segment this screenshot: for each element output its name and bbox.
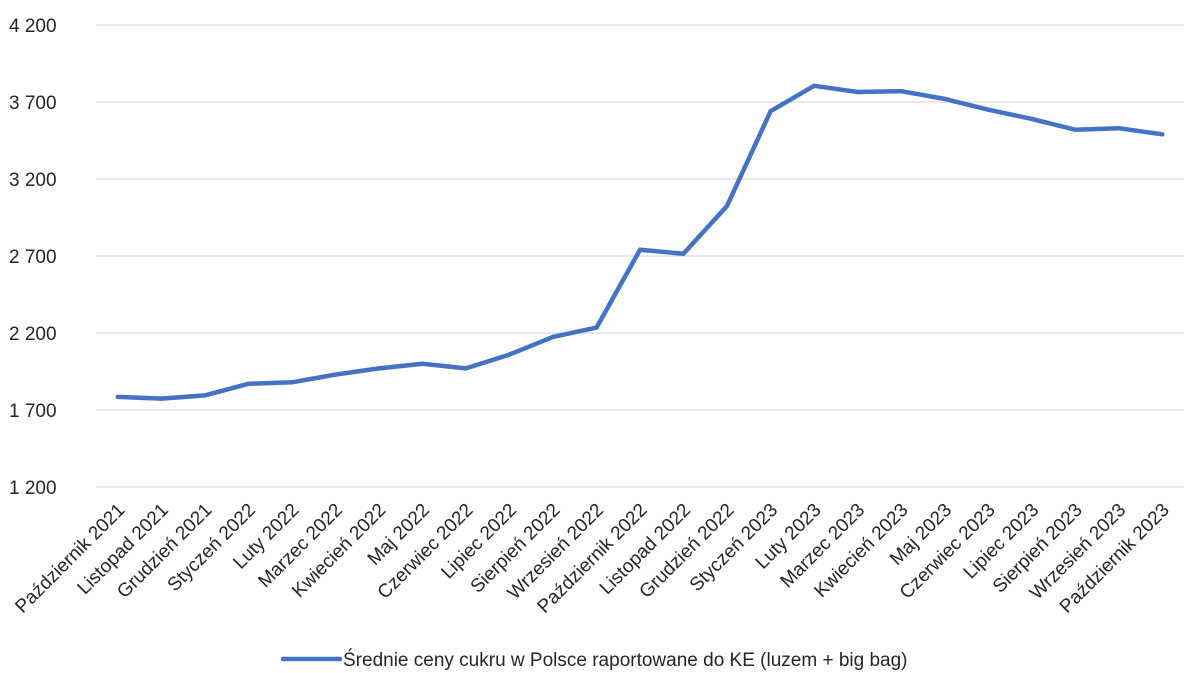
data-point: [420, 361, 425, 366]
data-point: [681, 251, 686, 256]
data-point: [1116, 125, 1121, 131]
series-line: [115, 83, 1165, 401]
data-point: [811, 83, 817, 89]
gridlines: [96, 24, 1184, 488]
data-point: [1160, 132, 1165, 137]
data-point: [985, 107, 991, 112]
data-point: [289, 380, 295, 385]
data-point: [376, 366, 382, 371]
data-point: [855, 89, 860, 95]
y-tick-label: 3 200: [9, 170, 57, 191]
series-lines: [115, 83, 1165, 401]
data-point: [942, 96, 947, 102]
data-point: [637, 247, 643, 253]
data-point: [1073, 127, 1078, 132]
y-tick-label: 2 200: [9, 324, 57, 345]
data-point: [507, 352, 512, 357]
data-point: [768, 109, 773, 114]
data-point: [115, 394, 120, 400]
data-point: [1029, 116, 1034, 122]
data-point: [202, 393, 207, 398]
y-tick-label: 3 700: [9, 93, 57, 114]
data-point: [333, 372, 338, 377]
data-point: [724, 203, 730, 209]
legend: Średnie ceny cukru w Polsce raportowane …: [280, 649, 908, 671]
y-tick-label: 1 700: [9, 401, 57, 422]
y-tick-label: 4 200: [9, 16, 57, 37]
y-tick-label: 2 700: [9, 247, 57, 268]
data-point: [594, 325, 599, 330]
data-point: [550, 334, 556, 340]
y-tick-label: 1 200: [9, 478, 57, 499]
data-point: [463, 366, 469, 371]
data-point: [159, 396, 164, 401]
legend-label: Średnie ceny cukru w Polsce raportowane …: [343, 649, 908, 671]
y-axis-tick-labels: 4 200 3 700 3 200 2 700 2 200 1 700 1 200: [9, 16, 57, 499]
data-point: [246, 381, 251, 387]
data-point: [898, 89, 904, 94]
